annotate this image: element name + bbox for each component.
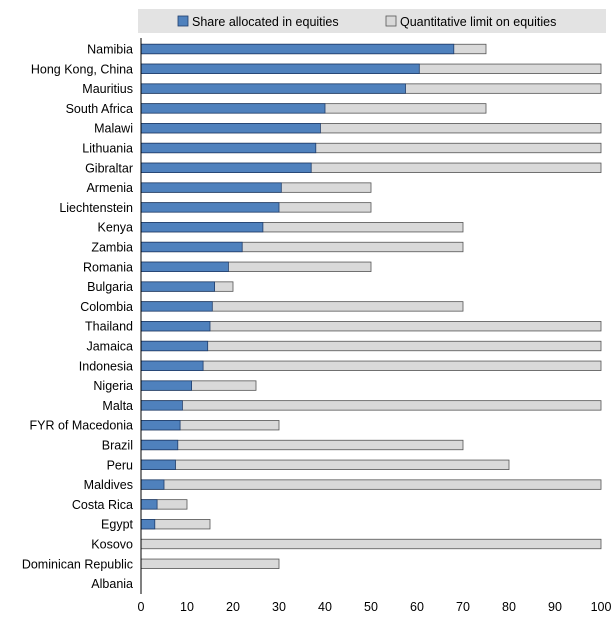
category-label-nigeria: Nigeria — [93, 379, 133, 393]
category-label-liechtenstein: Liechtenstein — [59, 201, 133, 215]
bar-limit-indonesia — [140, 360, 602, 371]
bar-equities-armenia — [140, 182, 282, 193]
x-axis: 0 10 20 30 40 50 60 70 80 90 100 — [138, 38, 612, 614]
bar-limit-malta — [140, 400, 602, 411]
category-label-south-africa: South Africa — [66, 102, 133, 116]
category-label-malawi: Malawi — [94, 122, 133, 136]
category-label-maldives: Maldives — [84, 478, 133, 492]
bar-equities-mauritius — [140, 83, 406, 94]
bar-equities-namibia — [140, 43, 455, 55]
category-label-costa-rica: Costa Rica — [72, 498, 133, 512]
x-tick-label-70: 70 — [456, 600, 470, 614]
category-label-gibraltar: Gibraltar — [85, 161, 133, 175]
x-tick-label-50: 50 — [364, 600, 378, 614]
bar-equities-kenya — [140, 222, 264, 233]
bar-equities-romania — [140, 261, 229, 272]
category-label-kenya: Kenya — [98, 221, 133, 235]
x-tick-label-100: 100 — [591, 600, 612, 614]
bar-limit-jamaica — [140, 340, 602, 352]
x-tick-label-40: 40 — [318, 600, 332, 614]
bar-equities-colombia — [140, 301, 213, 312]
legend-background — [138, 9, 606, 33]
bar-equities-egypt — [140, 519, 156, 530]
bar-equities-peru — [140, 459, 176, 470]
category-label-armenia: Armenia — [86, 181, 133, 195]
bar-limit-peru — [140, 459, 510, 470]
category-label-jamaica: Jamaica — [86, 340, 133, 354]
bar-equities-south-africa — [140, 103, 326, 114]
category-label-kosovo: Kosovo — [91, 538, 133, 552]
legend-swatch-equities — [177, 15, 189, 27]
legend: Share allocated in equities Quantitative… — [138, 9, 606, 33]
bar-equities-fyr-of-macedonia — [140, 420, 181, 431]
bars — [140, 43, 602, 569]
bar-equities-jamaica — [140, 340, 209, 352]
category-label-fyr-of-macedonia: FYR of Macedonia — [29, 419, 133, 433]
legend-swatch-limit — [385, 15, 397, 27]
category-label-namibia: Namibia — [87, 43, 133, 57]
category-label-bulgaria: Bulgaria — [87, 280, 133, 294]
bar-equities-brazil — [140, 439, 179, 451]
legend-label-limit: Quantitative limit on equities — [400, 15, 556, 29]
bar-limit-kosovo — [140, 538, 602, 550]
bar-equities-bulgaria — [140, 281, 215, 292]
category-label-lithuania: Lithuania — [82, 142, 133, 156]
bar-equities-indonesia — [140, 360, 204, 371]
category-label-dominican-republic: Dominican Republic — [22, 557, 133, 571]
category-label-egypt: Egypt — [101, 518, 133, 532]
category-label-mauritius: Mauritius — [82, 82, 133, 96]
x-tick-label-60: 60 — [410, 600, 424, 614]
category-label-thailand: Thailand — [85, 320, 133, 334]
legend-label-equities: Share allocated in equities — [192, 15, 339, 29]
x-tick-label-20: 20 — [226, 600, 240, 614]
category-label-albania: Albania — [91, 577, 133, 591]
bar-equities-nigeria — [140, 380, 192, 391]
bar-equities-liechtenstein — [140, 202, 280, 213]
bar-equities-malawi — [140, 123, 321, 134]
bar-equities-maldives — [140, 479, 165, 490]
category-labels: Namibia Hong Kong, China Mauritius South Af… — [22, 43, 134, 592]
bar-equities-zambia — [140, 241, 243, 253]
bar-equities-thailand — [140, 321, 211, 332]
bar-limit-brazil — [140, 439, 464, 451]
x-tick-label-90: 90 — [548, 600, 562, 614]
x-tick-label-30: 30 — [272, 600, 286, 614]
bar-limit-dominican-republic — [140, 558, 280, 569]
bar-equities-hong-kong-china — [140, 63, 420, 74]
x-tick-label-10: 10 — [180, 600, 194, 614]
category-label-hong-kong-china: Hong Kong, China — [31, 62, 133, 76]
category-label-romania: Romania — [83, 260, 133, 274]
category-label-malta: Malta — [102, 399, 133, 413]
bar-equities-costa-rica — [140, 499, 158, 510]
category-label-zambia: Zambia — [91, 241, 133, 255]
category-label-brazil: Brazil — [102, 439, 133, 453]
category-label-colombia: Colombia — [80, 300, 133, 314]
x-tick-label-80: 80 — [502, 600, 516, 614]
x-tick-label-0: 0 — [138, 600, 145, 614]
bar-limit-maldives — [140, 479, 602, 490]
category-label-peru: Peru — [107, 458, 133, 472]
bar-equities-gibraltar — [140, 162, 312, 173]
bar-equities-malta — [140, 400, 183, 411]
bar-equities-lithuania — [140, 142, 317, 154]
category-label-indonesia: Indonesia — [79, 359, 133, 373]
